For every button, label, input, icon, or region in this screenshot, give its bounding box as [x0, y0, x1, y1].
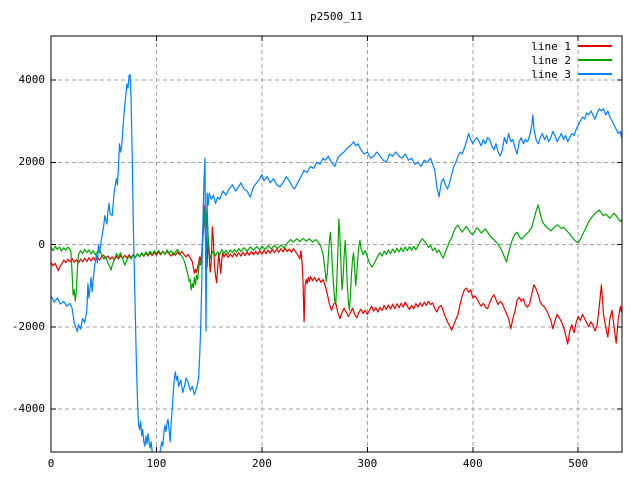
x-tick-label: 300	[357, 457, 378, 470]
y-tick-label: -4000	[11, 402, 45, 416]
y-tick-label: 2000	[18, 155, 46, 169]
x-tick-label: 400	[462, 457, 483, 470]
y-tick-label: 0	[38, 237, 45, 251]
legend-line-sample	[578, 59, 612, 61]
legend-item-line-2: line 2	[460, 53, 612, 67]
legend-line-sample	[578, 73, 612, 75]
x-tick-label: 500	[568, 457, 589, 470]
legend-item-line-1: line 1	[460, 39, 612, 53]
legend-label: line 3	[531, 67, 571, 81]
legend-label: line 2	[531, 53, 571, 67]
x-tick-label: 0	[47, 457, 55, 470]
legend-item-line-3: line 3	[460, 67, 612, 81]
y-tick-label: 4000	[18, 73, 46, 86]
chart-title: p2500_11	[310, 10, 363, 23]
legend-label: line 1	[531, 39, 571, 53]
legend: line 1 line 2 line 3	[460, 39, 612, 81]
x-tick-label: 200	[251, 457, 272, 470]
x-tick-label: 100	[146, 457, 167, 470]
y-tick-label: -2000	[11, 319, 45, 333]
legend-line-sample	[578, 45, 612, 47]
